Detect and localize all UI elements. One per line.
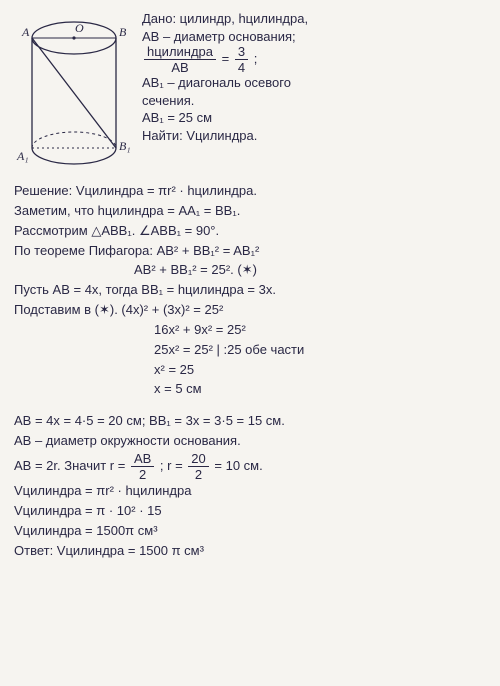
svg-text:O: O <box>75 21 84 35</box>
s9: x² = 25 <box>14 361 486 380</box>
svg-text:B₁: B₁ <box>119 139 131 153</box>
s16: Vцилиндра = 1500π см³ <box>14 522 486 541</box>
s13b: ; r = <box>160 458 186 473</box>
s5: Пусть AB = 4x, тогда BB₁ = hцилиндра = 3… <box>14 281 486 300</box>
s1: Решение: Vцилиндра = πr² · hцилиндра. <box>14 182 486 201</box>
cylinder-diagram: O A B A₁ B₁ <box>14 10 134 180</box>
s13-frac2: 20 2 <box>188 452 208 481</box>
given-l5: AB₁ = 25 см <box>142 109 486 127</box>
s13a: AB = 2r. Значит r = <box>14 458 129 473</box>
s3: Рассмотрим △ABB₁. ∠ABB₁ = 90°. <box>14 222 486 241</box>
s13d: = 10 см. <box>214 458 262 473</box>
equals: = <box>222 51 233 66</box>
s4b: AB² + BB₁² = 25². (✶) <box>14 261 486 280</box>
given-l1: Дано: цилиндр, hцилиндра, <box>142 10 486 28</box>
given-ratio: hцилиндра AB = 3 4 ; <box>142 45 486 74</box>
s13: AB = 2r. Значит r = AB 2 ; r = 20 2 = 10… <box>14 452 486 481</box>
s4: По теореме Пифагора: AB² + BB₁² = AB₁² <box>14 242 486 261</box>
cylinder-svg: O A B A₁ B₁ <box>14 10 134 180</box>
s10: x = 5 см <box>14 380 486 399</box>
solution-block: Решение: Vцилиндра = πr² · hцилиндра. За… <box>14 182 486 560</box>
ratio-lhs: hцилиндра AB <box>144 45 216 74</box>
given-l2: AB – диаметр основания; <box>142 28 486 46</box>
s7: 16x² + 9x² = 25² <box>14 321 486 340</box>
s8: 25x² = 25² | :25 обе части <box>14 341 486 360</box>
svg-text:A₁: A₁ <box>16 149 29 163</box>
given-l6: Найти: Vцилиндра. <box>142 127 486 145</box>
s14: Vцилиндра = πr² · hцилиндра <box>14 482 486 501</box>
given-l4a: AB₁ – диагональ осевого <box>142 74 486 92</box>
svg-text:B: B <box>119 25 127 39</box>
s17: Ответ: Vцилиндра = 1500 π см³ <box>14 542 486 561</box>
gap <box>14 400 486 412</box>
ratio-rhs: 3 4 <box>235 45 248 74</box>
given-l4b: сечения. <box>142 92 486 110</box>
top-row: O A B A₁ B₁ Дано: цилиндр, hцилиндра, AB – д… <box>14 10 486 180</box>
s12: AB – диаметр окружности основания. <box>14 432 486 451</box>
svg-text:A: A <box>21 25 30 39</box>
given-block: Дано: цилиндр, hцилиндра, AB – диаметр о… <box>134 10 486 144</box>
s11: AB = 4x = 4·5 = 20 см; BB₁ = 3x = 3·5 = … <box>14 412 486 431</box>
semicolon: ; <box>254 51 258 66</box>
s13-frac1: AB 2 <box>131 452 154 481</box>
s2: Заметим, что hцилиндра = AA₁ = BB₁. <box>14 202 486 221</box>
handwritten-page: O A B A₁ B₁ Дано: цилиндр, hцилиндра, AB – д… <box>0 0 500 686</box>
s6: Подставим в (✶). (4x)² + (3x)² = 25² <box>14 301 486 320</box>
s15: Vцилиндра = π · 10² · 15 <box>14 502 486 521</box>
